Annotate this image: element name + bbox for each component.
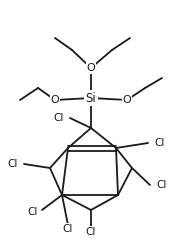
Text: Cl: Cl	[8, 159, 18, 169]
Text: Cl: Cl	[86, 227, 96, 237]
Text: O: O	[87, 63, 95, 73]
Text: Si: Si	[86, 92, 96, 104]
Text: O: O	[123, 95, 131, 105]
Text: Cl: Cl	[63, 224, 73, 234]
Text: Cl: Cl	[156, 180, 166, 190]
Text: Cl: Cl	[54, 113, 64, 123]
Text: O: O	[51, 95, 59, 105]
Text: Cl: Cl	[28, 207, 38, 217]
Text: Cl: Cl	[154, 138, 164, 148]
